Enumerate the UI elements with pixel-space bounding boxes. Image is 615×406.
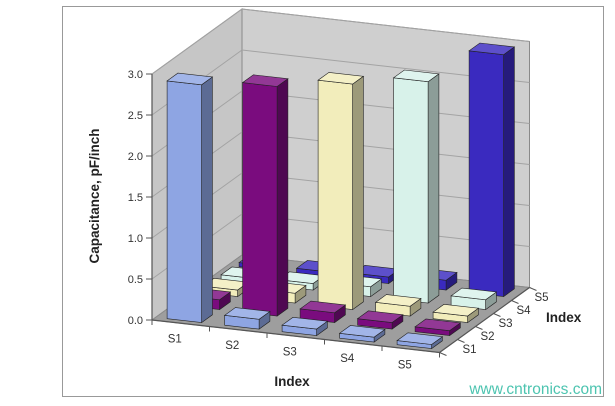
depth-category-label: S2 [481,331,495,343]
bar-top [374,294,422,307]
x-category-label: S5 [398,359,412,371]
depth-axis-line [439,287,530,353]
z-tick-label: 2.0 [128,151,143,163]
watermark: www.cntronics.com [468,381,602,398]
depth-category-label: S4 [517,305,532,317]
bar-front [317,79,353,310]
bar-top [414,318,462,331]
z-axis-title: Capacitance, pF/inch [87,128,102,263]
gridline [241,8,530,42]
x-category-label: S4 [340,353,355,365]
depth-axis-title: Index [546,310,582,325]
z-tick-label: 1.5 [128,192,143,204]
bar-side [352,75,364,311]
plot-area: 0.00.51.01.52.02.53.0S1S2S3S4S5S1S2S3S4S… [128,8,549,371]
depth-tick [457,339,465,343]
z-tick-label: 1.0 [128,233,143,245]
depth-tick [475,326,483,330]
x-axis-line [151,319,440,354]
bar-top [468,42,516,56]
bar-top [223,307,271,320]
x-axis-title: Index [274,374,310,389]
x-category-label: S2 [225,340,239,352]
bar-side [276,78,289,317]
depth-category-label: S1 [463,344,477,356]
x-category-label: S3 [283,346,297,358]
bar-top [450,287,498,301]
bar-top [317,72,365,85]
bar-side [427,73,440,304]
depth-category-label: S3 [499,318,513,330]
bar-top [396,332,444,345]
bar-front [166,80,202,323]
bar-top [432,304,480,317]
bar-top [166,72,214,86]
depth-tick [439,352,447,356]
bar-top [299,300,347,314]
x-category-label: S1 [168,333,182,345]
bar-side [201,76,213,324]
depth-tick [511,300,519,304]
gridline [151,8,243,75]
depth-tick [529,287,537,291]
depth-category-label: S5 [535,292,549,304]
bar-front [468,50,504,297]
z-tick-label: 0.5 [128,274,143,286]
bar-top [241,74,289,87]
depth-tick [493,313,501,317]
bar-front [393,77,429,304]
z-tick-label: 0.0 [128,315,143,327]
bar-top [356,310,404,323]
bar-top [338,325,386,338]
bar-front [242,82,278,317]
z-tick-label: 3.0 [128,69,143,81]
z-tick-label: 2.5 [128,110,143,122]
bar-side [503,46,515,298]
bar-top [392,69,440,83]
bar-top [281,317,329,330]
